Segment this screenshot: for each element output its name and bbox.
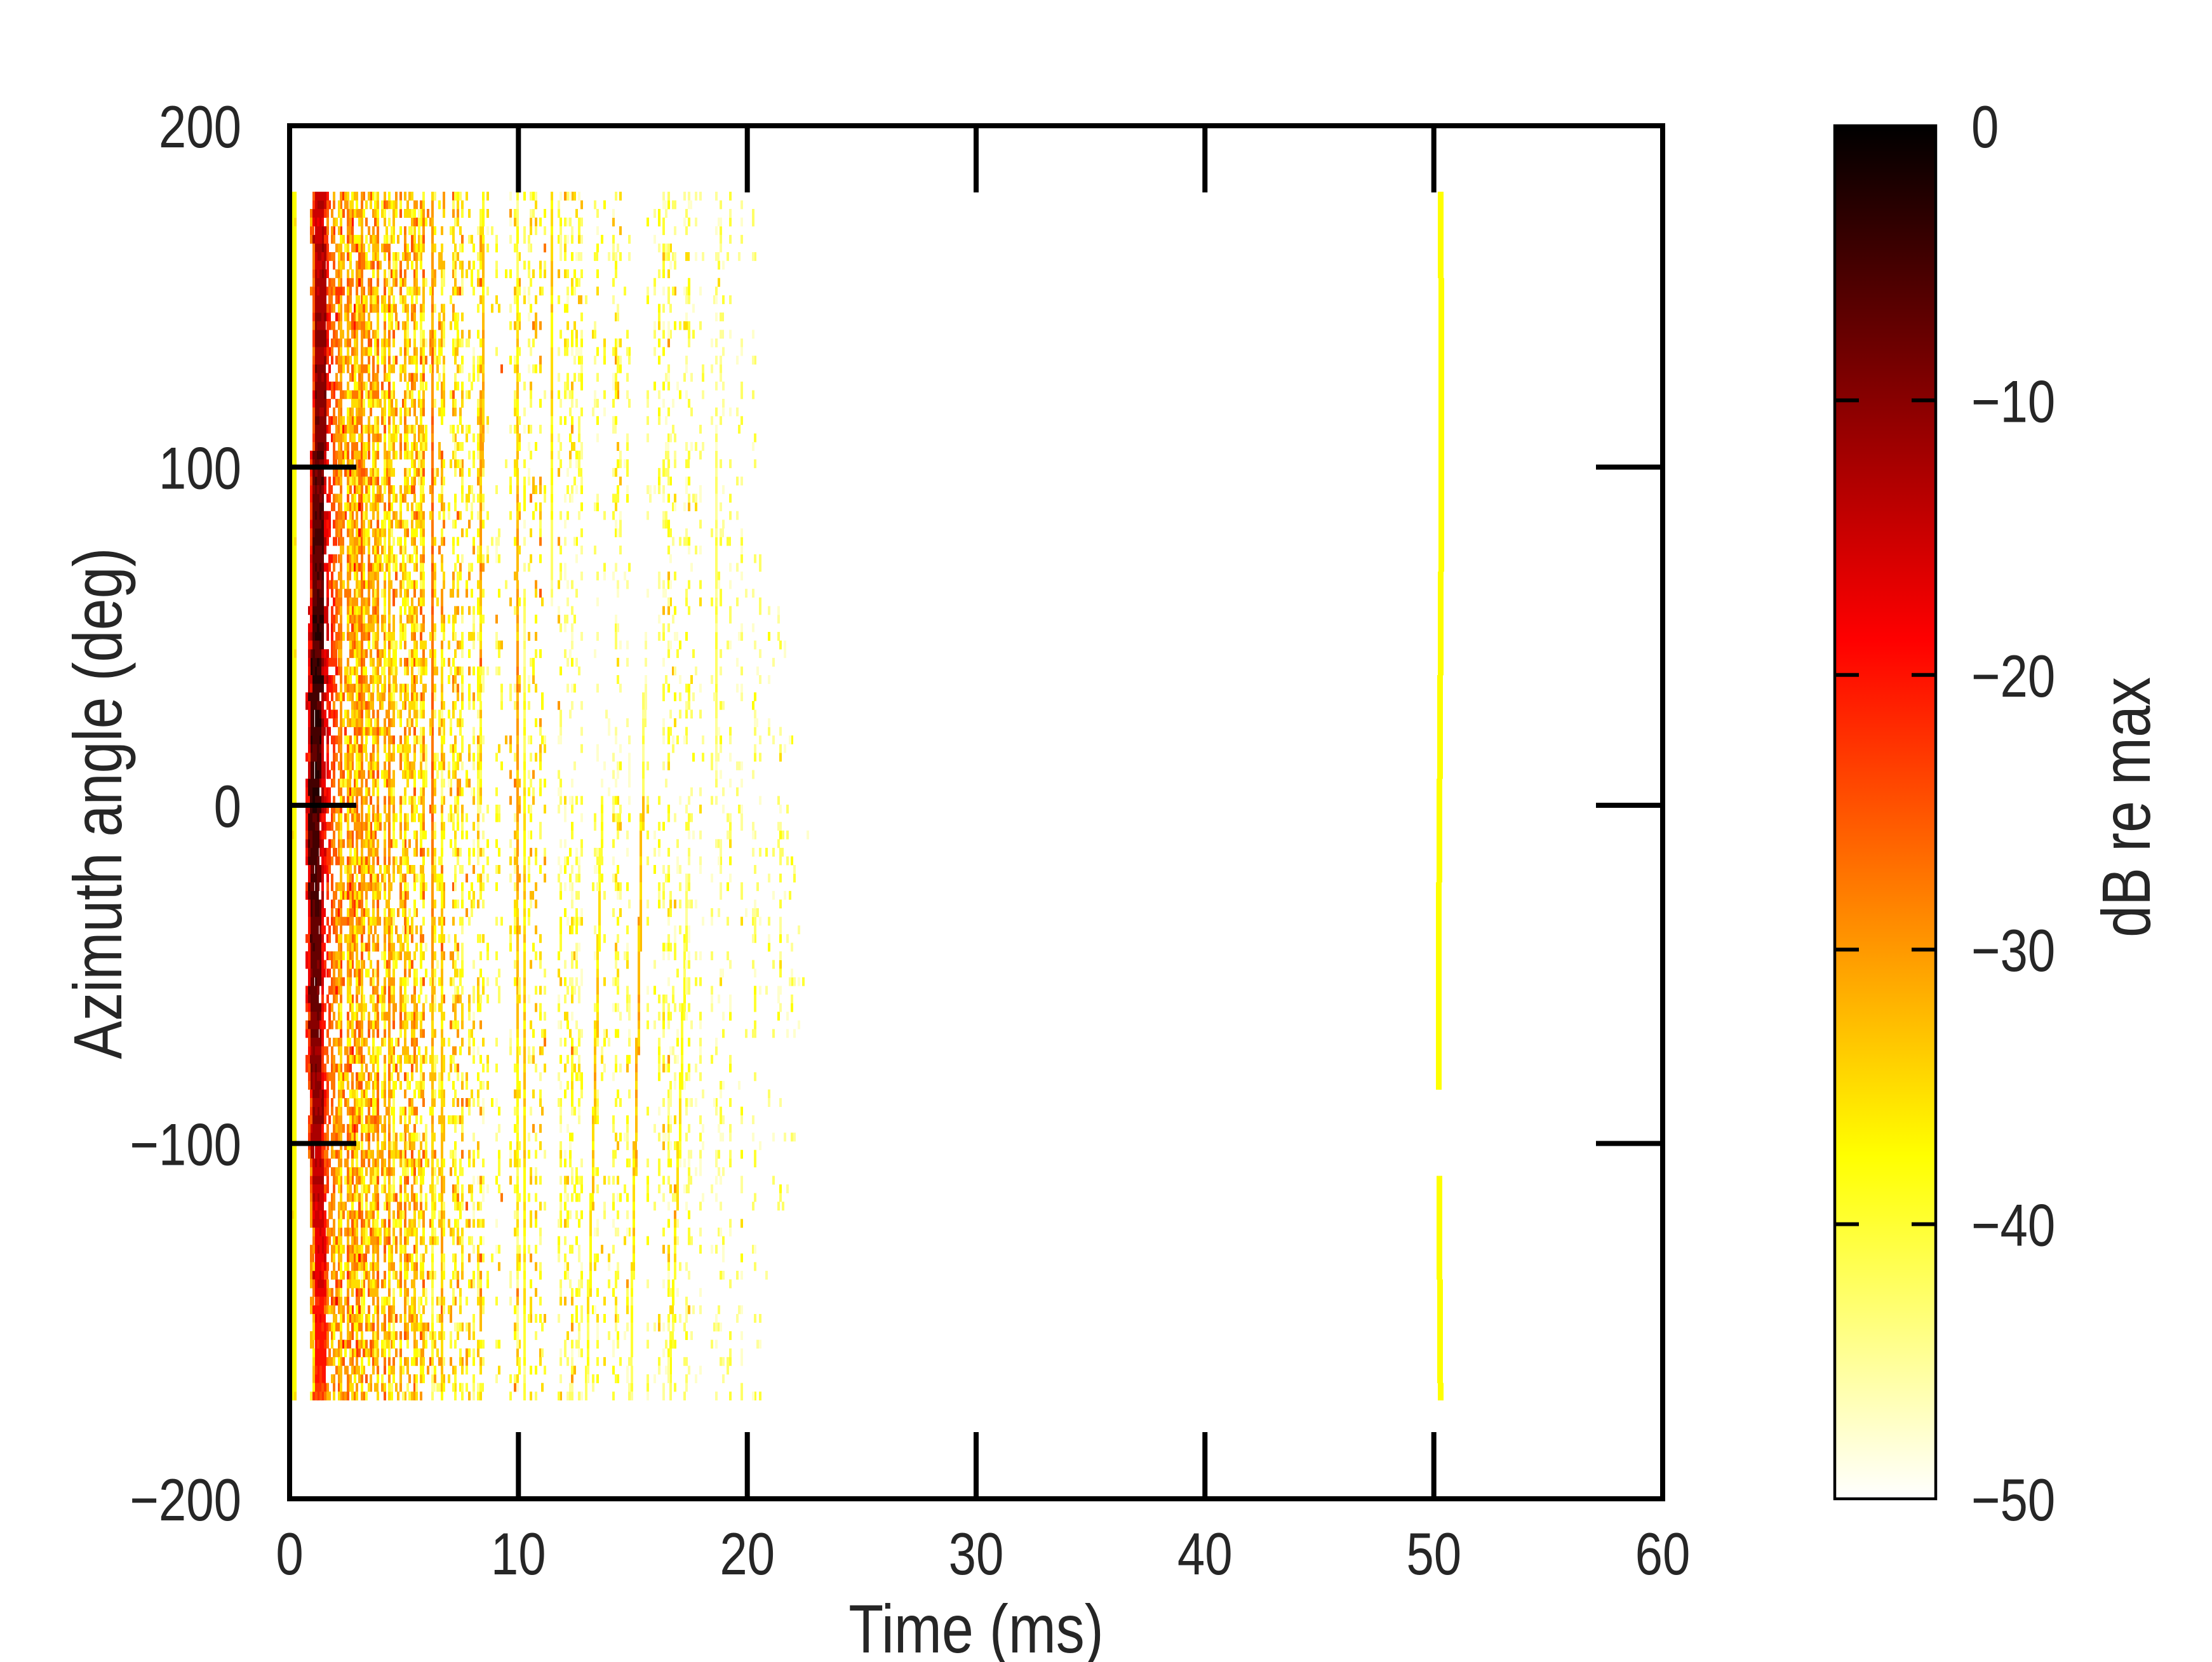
- svg-text:Time (ms): Time (ms): [848, 1591, 1104, 1662]
- svg-text:10: 10: [491, 1521, 546, 1587]
- svg-text:−50: −50: [1971, 1467, 2055, 1533]
- svg-text:0: 0: [214, 774, 241, 840]
- svg-text:−30: −30: [1971, 918, 2055, 984]
- svg-text:200: 200: [159, 94, 241, 160]
- svg-text:−10: −10: [1971, 369, 2055, 435]
- svg-text:−100: −100: [130, 1112, 241, 1178]
- svg-text:60: 60: [1635, 1521, 1691, 1587]
- svg-text:−20: −20: [1971, 643, 2055, 709]
- svg-text:20: 20: [720, 1521, 775, 1587]
- svg-text:−200: −200: [130, 1467, 241, 1533]
- svg-text:40: 40: [1177, 1521, 1233, 1587]
- svg-text:100: 100: [159, 436, 241, 502]
- svg-text:30: 30: [949, 1521, 1004, 1587]
- svg-text:dB re max: dB re max: [2088, 677, 2165, 937]
- svg-text:0: 0: [1971, 94, 1999, 160]
- svg-text:50: 50: [1406, 1521, 1461, 1587]
- svg-text:−40: −40: [1971, 1193, 2055, 1259]
- svg-text:0: 0: [276, 1521, 303, 1587]
- svg-text:Azimuth angle (deg): Azimuth angle (deg): [60, 547, 137, 1059]
